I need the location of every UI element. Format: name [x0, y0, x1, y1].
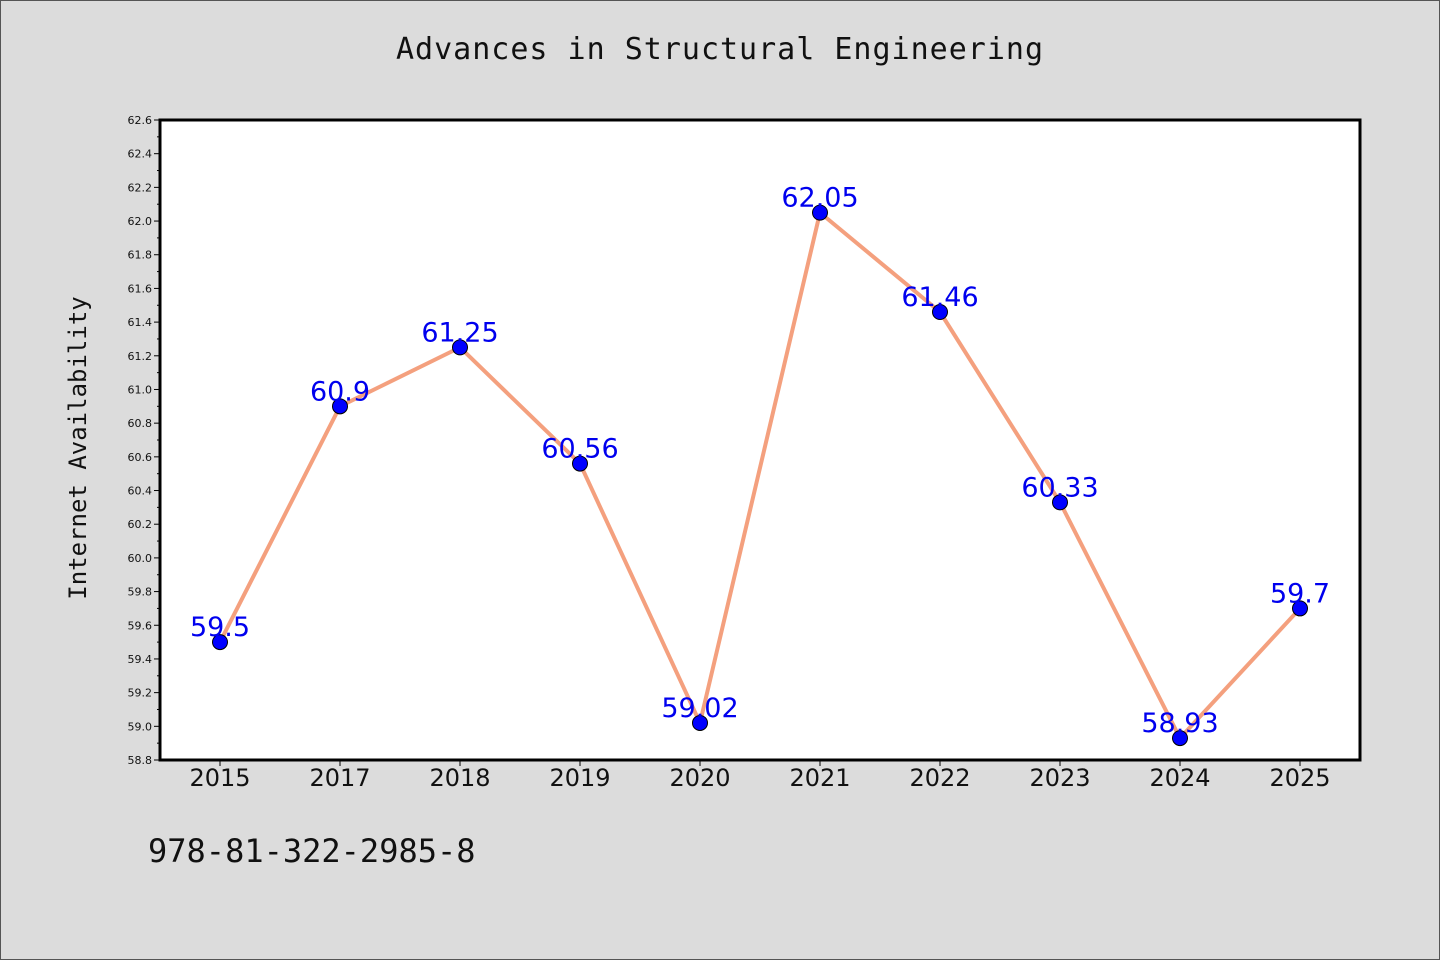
data-point [1172, 730, 1188, 747]
data-point [692, 714, 708, 731]
series-line [218, 210, 1302, 741]
x-tick-label: 2023 [1029, 764, 1090, 792]
y-tick-label: 59.8 [128, 586, 153, 599]
y-tick-label: 62.6 [128, 114, 153, 127]
y-tick-label: 62.2 [128, 181, 153, 194]
data-point [1052, 494, 1068, 511]
x-tick-label: 2017 [309, 764, 370, 792]
data-label: 60.9 [310, 376, 370, 407]
x-tick-label: 2025 [1269, 764, 1330, 792]
y-tick-label: 59.6 [128, 619, 153, 632]
isbn-text: 978-81-322-2985-8 [148, 832, 476, 870]
data-label: 60.56 [541, 434, 618, 465]
y-tick-label: 61.2 [128, 350, 153, 363]
data-point [572, 455, 588, 472]
x-tick-label: 2021 [789, 764, 850, 792]
data-point [452, 339, 468, 356]
data-point [932, 304, 948, 320]
data-label: 60.33 [1021, 472, 1098, 503]
y-axis: 58.8 59.0 59.2 59.4 59.6 59.8 60.0 60.2 60.4 60.6… [128, 114, 160, 767]
y-tick-label: 60.2 [128, 518, 153, 531]
data-label: 61.46 [901, 282, 978, 313]
y-tick-label: 60.6 [128, 451, 153, 464]
y-tick-label: 58.8 [128, 754, 153, 767]
y-tick-label: 59.4 [128, 653, 153, 666]
x-axis: 2015 2017 2018 2019 2020 2021 2022 2023 2024 2025 [189, 760, 1331, 792]
data-label: 58.93 [1141, 708, 1218, 739]
y-tick-label: 61.4 [128, 316, 153, 329]
x-tick-label: 2019 [549, 764, 610, 792]
data-point [212, 634, 228, 651]
x-tick-label: 2020 [669, 764, 730, 792]
y-tick-label: 62.4 [128, 148, 153, 161]
y-tick-label: 61.6 [128, 282, 153, 295]
y-tick-label: 60.8 [128, 417, 153, 430]
data-point [812, 204, 828, 221]
y-tick-label: 60.4 [128, 485, 153, 498]
y-tick-label: 59.2 [128, 687, 153, 700]
y-tick-label: 61.8 [128, 249, 153, 262]
x-tick-label: 2015 [189, 764, 250, 792]
series-group: 59.5 60.9 61.25 60.56 59.02 62.05 61.46 60.33 58… [190, 183, 1330, 747]
chart-title: Advances in Structural Engineering [395, 32, 1045, 67]
y-axis-label: Internet Availability [64, 296, 92, 599]
data-label: 59.7 [1270, 578, 1330, 609]
x-tick-label: 2024 [1149, 764, 1210, 792]
plot-area [158, 118, 1362, 762]
x-tick-label: 2018 [429, 764, 490, 792]
data-label: 61.25 [421, 317, 498, 348]
data-label: 62.05 [781, 183, 858, 214]
data-label: 59.02 [661, 693, 738, 724]
data-point [332, 398, 348, 415]
y-tick-label: 59.0 [128, 720, 153, 733]
x-tick-label: 2022 [909, 764, 970, 792]
y-tick-label: 61.0 [128, 383, 153, 396]
y-tick-label: 62.0 [128, 215, 153, 228]
data-label: 59.5 [190, 612, 250, 643]
y-tick-label: 60.0 [128, 552, 153, 565]
data-point [1292, 600, 1308, 617]
